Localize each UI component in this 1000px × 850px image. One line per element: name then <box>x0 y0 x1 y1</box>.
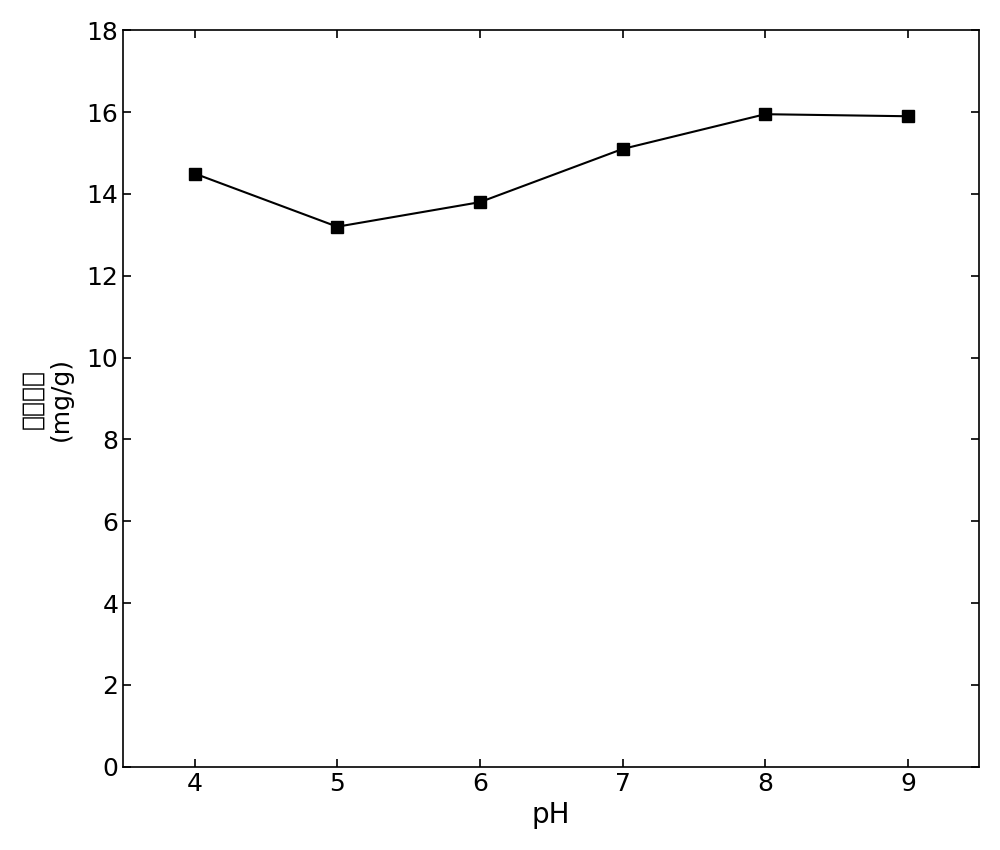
Y-axis label: 磷吸附量
(mg/g): 磷吸附量 (mg/g) <box>21 356 73 440</box>
X-axis label: pH: pH <box>532 802 570 829</box>
